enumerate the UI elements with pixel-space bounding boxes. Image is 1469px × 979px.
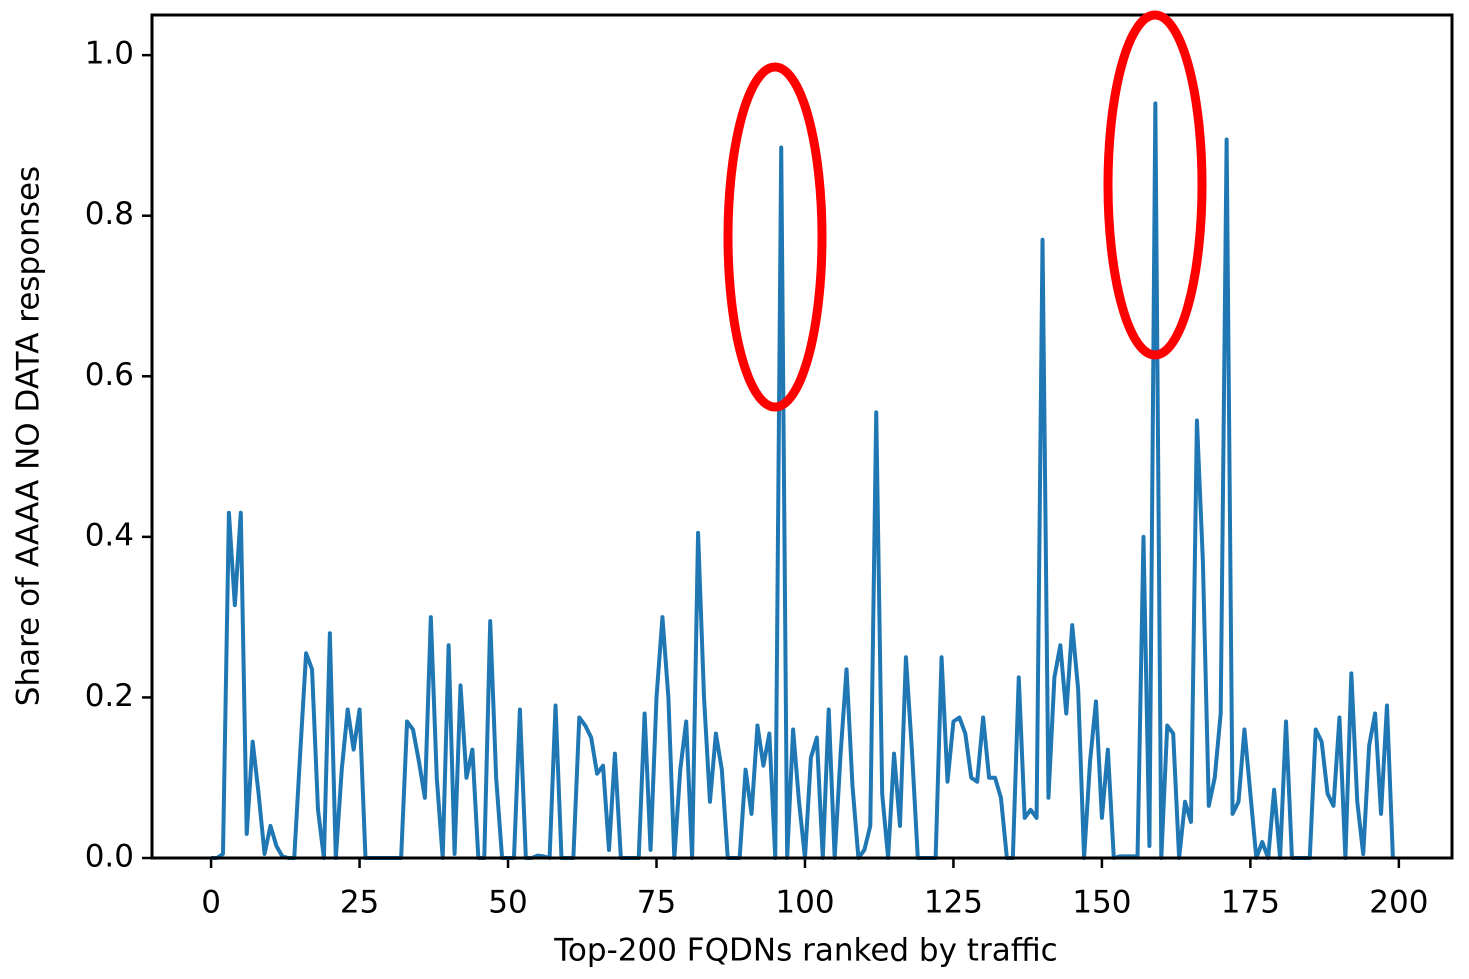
x-tick-label: 0	[201, 885, 221, 921]
y-tick-label: 0.6	[85, 357, 134, 393]
x-tick-label: 200	[1369, 885, 1428, 921]
x-tick-label: 175	[1221, 885, 1280, 921]
x-tick-label: 75	[637, 885, 676, 921]
y-tick-label: 0.4	[85, 517, 134, 553]
y-tick-label: 1.0	[85, 36, 134, 72]
x-tick-label: 50	[488, 885, 527, 921]
x-tick-label: 100	[775, 885, 834, 921]
highlight-ellipse	[1103, 10, 1207, 360]
y-tick-label: 0.8	[85, 196, 134, 232]
highlight-ellipse	[723, 62, 827, 412]
x-tick-label: 150	[1072, 885, 1131, 921]
x-tick-label: 125	[924, 885, 983, 921]
y-axis-label: Share of AAAA NO DATA responses	[11, 166, 47, 706]
x-axis-label: Top-200 FQDNs ranked by traffic	[553, 933, 1057, 969]
y-tick-label: 0.2	[85, 678, 134, 714]
axes-frame	[150, 13, 1454, 860]
y-tick-label: 0.0	[85, 839, 134, 875]
x-tick-label: 25	[340, 885, 379, 921]
data-line	[211, 101, 1395, 860]
